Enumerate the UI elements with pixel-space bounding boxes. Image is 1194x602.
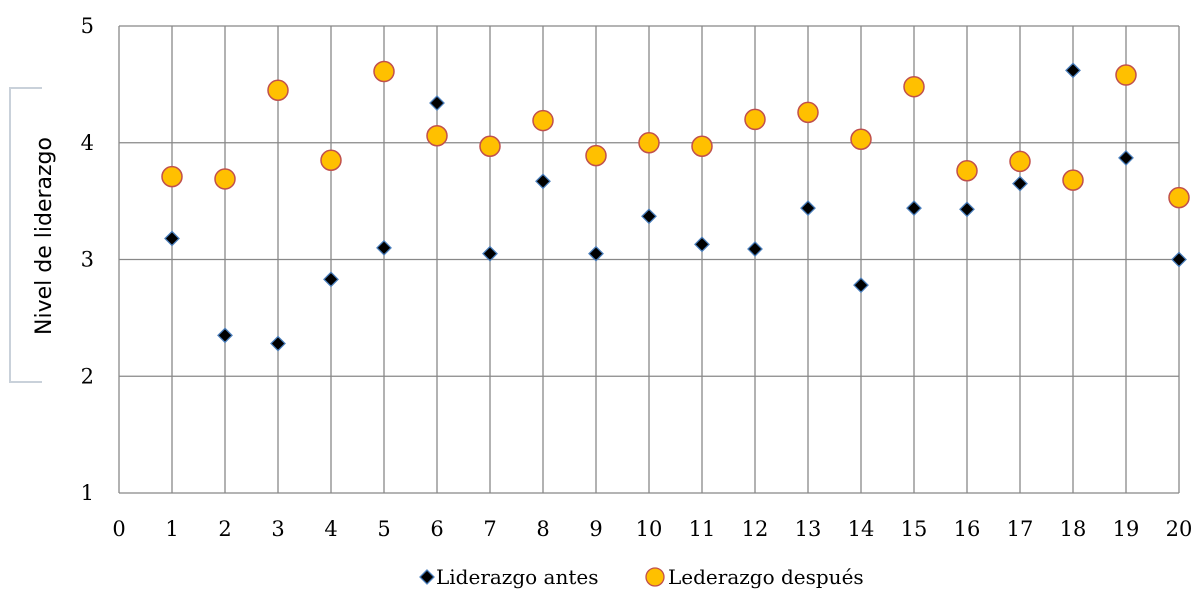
point-lederazgo-despues <box>1062 169 1084 191</box>
point-lederazgo-despues <box>214 168 236 190</box>
point-lederazgo-despues <box>426 124 448 147</box>
x-tick-label: 8 <box>536 517 549 541</box>
point-liderazgo-antes <box>1171 251 1187 268</box>
point-lederazgo-despues <box>267 79 289 101</box>
legend: Liderazgo antes Lederazgo después <box>419 565 864 589</box>
x-tick-label: 10 <box>636 517 663 541</box>
point-lederazgo-despues <box>532 109 554 132</box>
point-lederazgo-despues <box>1168 186 1190 209</box>
legend-label-lederazgo-despues: Lederazgo después <box>668 565 864 589</box>
x-tick-label: 20 <box>1166 517 1193 541</box>
point-lederazgo-despues <box>691 135 713 158</box>
point-liderazgo-antes <box>164 230 180 247</box>
point-liderazgo-antes <box>906 200 922 217</box>
point-liderazgo-antes <box>694 236 710 253</box>
point-liderazgo-antes <box>429 95 445 111</box>
legend-marker-lederazgo-despues <box>645 567 665 587</box>
legend-label-liderazgo-antes: Liderazgo antes <box>436 565 598 589</box>
x-tick-label: 4 <box>324 517 337 541</box>
point-lederazgo-despues <box>1009 150 1031 173</box>
point-lederazgo-despues <box>797 101 819 124</box>
point-liderazgo-antes <box>482 245 498 262</box>
x-tick-label: 0 <box>112 517 125 541</box>
y-tick-label: 5 <box>81 14 94 38</box>
point-liderazgo-antes <box>1118 150 1134 166</box>
x-tick-label: 17 <box>1007 517 1034 541</box>
y-tick-label: 3 <box>81 248 94 272</box>
legend-marker-liderazgo-antes <box>419 569 435 585</box>
point-lederazgo-despues <box>373 60 395 83</box>
y-tick-label: 2 <box>81 364 94 388</box>
point-liderazgo-antes <box>853 277 869 294</box>
x-tick-label: 15 <box>901 517 928 541</box>
x-tick-label: 14 <box>848 517 875 541</box>
point-liderazgo-antes <box>800 200 816 217</box>
point-liderazgo-antes <box>959 201 975 218</box>
x-tick-label: 12 <box>742 517 769 541</box>
y-axis-title-bracket <box>9 87 42 383</box>
y-tick-label: 1 <box>81 481 94 505</box>
point-liderazgo-antes <box>1065 62 1081 79</box>
point-lederazgo-despues <box>903 75 925 98</box>
x-tick-label: 5 <box>377 517 390 541</box>
point-lederazgo-despues <box>1115 64 1137 86</box>
point-lederazgo-despues <box>320 149 342 172</box>
x-tick-label: 18 <box>1060 517 1087 541</box>
x-tick-label: 13 <box>795 517 822 541</box>
point-liderazgo-antes <box>270 335 286 352</box>
point-liderazgo-antes <box>588 245 604 262</box>
point-lederazgo-despues <box>638 132 660 154</box>
point-lederazgo-despues <box>956 160 978 182</box>
y-axis-title-group: Nivel de liderazgo <box>9 87 57 383</box>
point-liderazgo-antes <box>641 208 657 225</box>
point-lederazgo-despues <box>585 144 607 167</box>
point-lederazgo-despues <box>850 128 872 150</box>
point-liderazgo-antes <box>217 327 233 344</box>
x-tick-label: 1 <box>165 517 178 541</box>
y-tick-label: 4 <box>81 131 94 155</box>
y-axis-title: Nivel de liderazgo <box>32 137 57 335</box>
point-lederazgo-despues <box>744 108 766 131</box>
point-lederazgo-despues <box>161 165 183 188</box>
x-tick-label: 6 <box>430 517 443 541</box>
point-liderazgo-antes <box>1012 175 1028 192</box>
x-tick-label: 9 <box>589 517 602 541</box>
point-liderazgo-antes <box>747 241 763 257</box>
x-tick-label: 2 <box>218 517 231 541</box>
point-liderazgo-antes <box>376 239 392 256</box>
x-tick-label: 3 <box>271 517 284 541</box>
x-tick-label: 11 <box>689 517 716 541</box>
x-tick-label: 19 <box>1113 517 1140 541</box>
data-points <box>161 60 1190 352</box>
point-liderazgo-antes <box>323 271 339 288</box>
x-tick-label: 7 <box>483 517 496 541</box>
point-liderazgo-antes <box>535 173 551 190</box>
x-tick-label: 16 <box>954 517 981 541</box>
point-lederazgo-despues <box>479 135 501 158</box>
